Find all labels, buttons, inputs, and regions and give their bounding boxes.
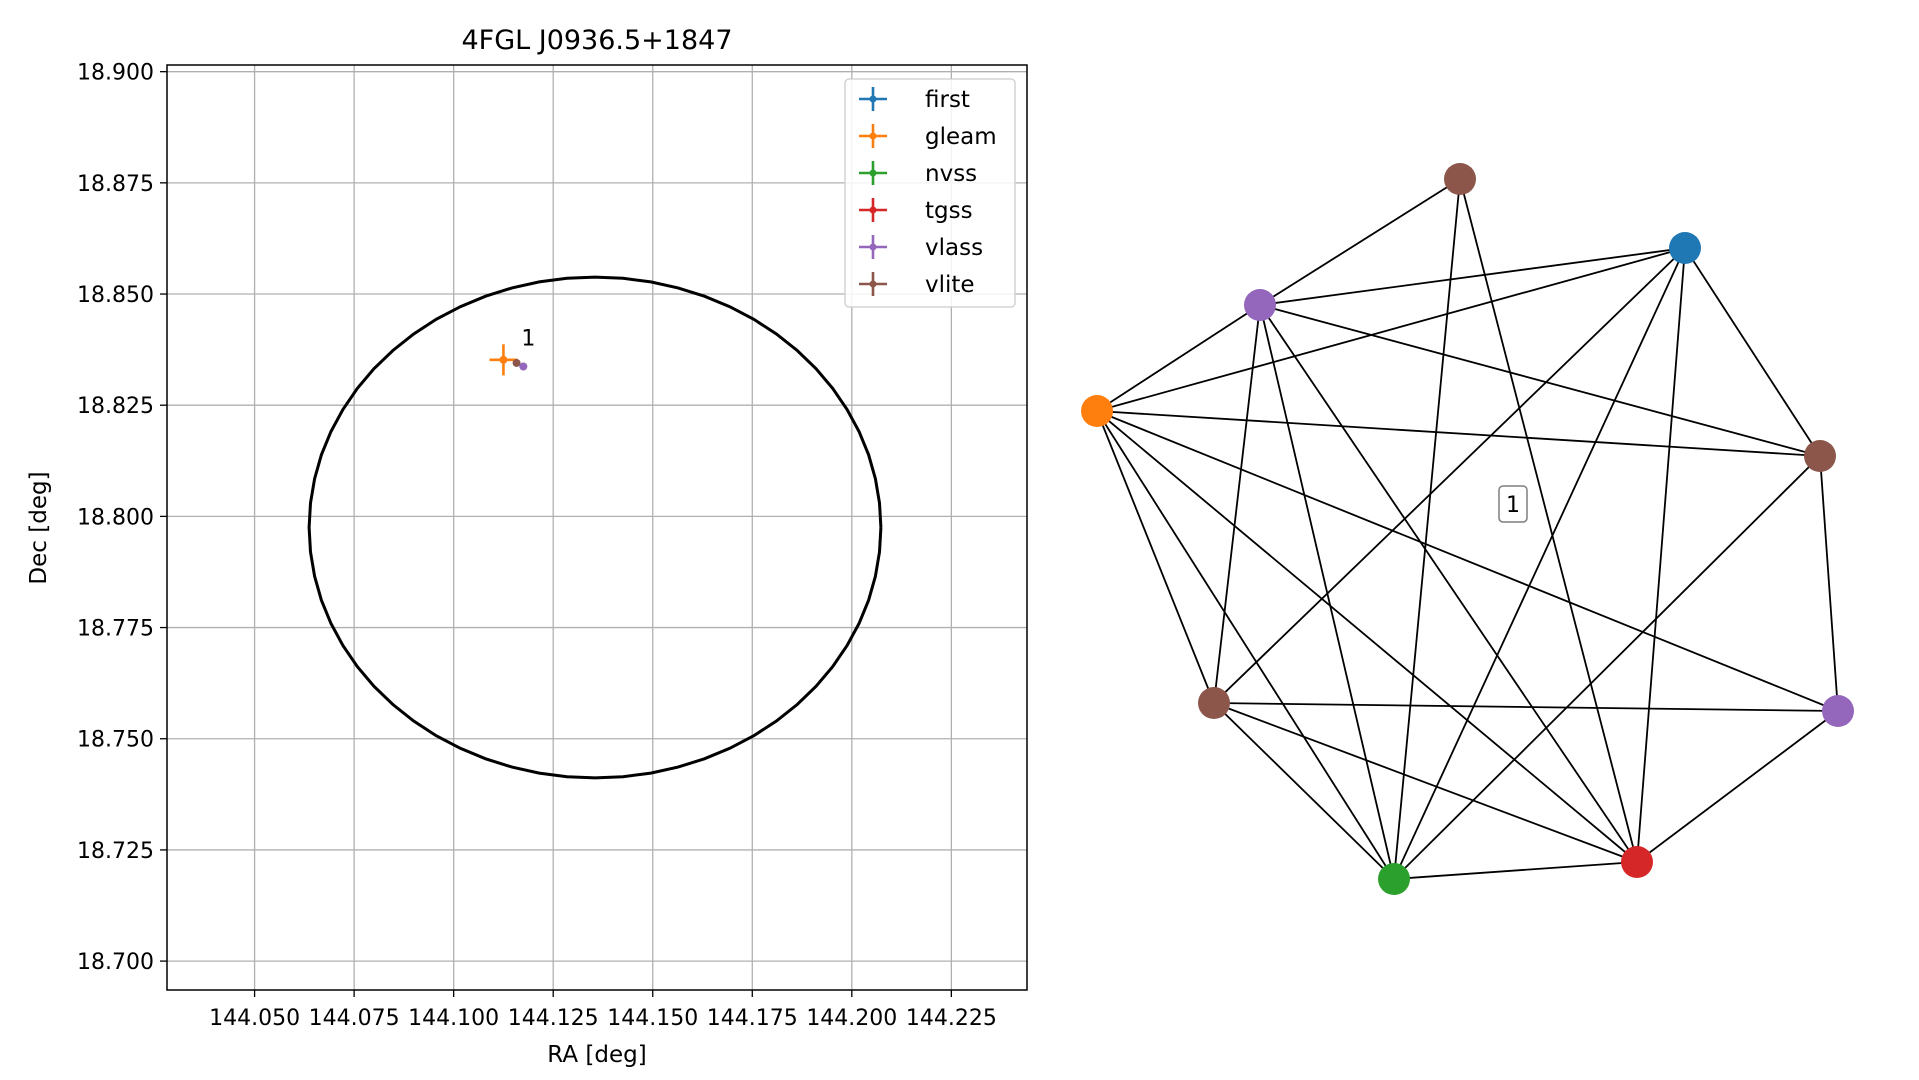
y-tick-label: 18.775 (77, 617, 154, 642)
y-tick-label: 18.900 (77, 61, 154, 86)
network-label-text: 1 (1506, 493, 1520, 518)
point-vlass (519, 362, 528, 371)
network-node (1444, 163, 1476, 195)
network-edge (1259, 304, 1638, 863)
network-edge (1684, 247, 1821, 457)
network-edge (1459, 178, 1638, 863)
uncertainty-ellipse (307, 275, 883, 780)
point-gleam (489, 344, 518, 376)
network-edge (1393, 455, 1821, 880)
network-edge (1636, 710, 1839, 863)
scatter-title: 4FGL J0936.5+1847 (461, 25, 732, 56)
y-tick-label: 18.700 (77, 950, 154, 975)
network-node (1822, 695, 1854, 727)
network-edge (1213, 304, 1261, 704)
x-tick-label: 144.225 (906, 1006, 997, 1031)
point-marker (519, 362, 528, 371)
x-tick-label: 144.050 (209, 1006, 300, 1031)
legend-entry-vlite: vlite (859, 272, 975, 298)
network-node (1378, 863, 1410, 895)
network-node (1669, 232, 1701, 264)
legend-label: vlite (925, 272, 975, 298)
legend-swatch-dot (869, 243, 877, 251)
scatter-panel: 4FGL J0936.5+1847 1 144.050 144.075 144.10… (26, 25, 1028, 1068)
y-tick-label: 18.800 (77, 505, 154, 530)
x-tick-label: 144.075 (309, 1006, 400, 1031)
network-edge (1393, 247, 1686, 880)
legend-label: gleam (925, 124, 997, 150)
y-axis-label: Dec [deg] (26, 471, 52, 584)
y-tick-label: 18.725 (77, 839, 154, 864)
network-edge (1259, 304, 1821, 457)
network-edge (1096, 410, 1638, 863)
x-tick-label: 144.150 (607, 1006, 698, 1031)
network-edge (1096, 304, 1261, 412)
legend-swatch-dot (869, 280, 877, 288)
network-edge (1259, 178, 1461, 306)
network-edge (1259, 304, 1395, 880)
network-edge (1259, 247, 1686, 306)
point-marker (499, 355, 508, 364)
network-edge (1213, 702, 1638, 863)
network-edge (1819, 455, 1839, 712)
plot-frame (166, 64, 1028, 991)
data-points (489, 344, 528, 376)
y-ticks: 18.700 18.725 18.750 18.775 18.800 18.825 18.8… (77, 61, 167, 975)
network-panel: 1 (1081, 163, 1854, 895)
x-tick-label: 144.175 (707, 1006, 798, 1031)
network-node (1621, 846, 1653, 878)
legend-entry-nvss: nvss (859, 161, 977, 187)
network-edge (1096, 410, 1839, 712)
network-edge (1096, 410, 1215, 704)
y-tick-label: 18.750 (77, 728, 154, 753)
legend-label: nvss (925, 161, 977, 187)
legend-label: tgss (925, 198, 973, 224)
network-nodes (1081, 163, 1854, 895)
network-edge (1096, 410, 1395, 880)
y-tick-label: 18.875 (77, 172, 154, 197)
y-tick-label: 18.825 (77, 394, 154, 419)
network-label: 1 (1498, 485, 1528, 523)
network-label-box (1498, 485, 1528, 523)
network-edge (1213, 702, 1395, 880)
legend-box (844, 78, 1016, 308)
network-edge (1213, 247, 1686, 704)
network-edge (1096, 410, 1821, 457)
network-node (1804, 440, 1836, 472)
legend-entry-vlass: vlass (859, 235, 983, 261)
x-tick-label: 144.200 (806, 1006, 897, 1031)
legend-swatch-dot (869, 206, 877, 214)
legend-entry-tgss: tgss (859, 198, 973, 224)
legend-swatch-dot (869, 132, 877, 140)
annotations: 1 (521, 327, 535, 352)
network-edge (1213, 702, 1839, 712)
x-axis-label: RA [deg] (547, 1042, 646, 1068)
network-node (1244, 289, 1276, 321)
legend-entry-gleam: gleam (859, 124, 997, 150)
network-edge (1393, 178, 1461, 880)
network-edge (1636, 247, 1686, 863)
legend-swatch-dot (869, 169, 877, 177)
y-tick-label: 18.850 (77, 283, 154, 308)
legend-label: first (925, 87, 970, 113)
x-ticks: 144.050 144.075 144.100 144.125 144.150 144.1… (209, 990, 997, 1031)
x-tick-label: 144.100 (408, 1006, 499, 1031)
legend-entry-first: first (859, 87, 970, 113)
network-node (1198, 687, 1230, 719)
network-edge (1393, 861, 1638, 880)
legend-label: vlass (925, 235, 983, 261)
legend: first gleam nvss tgss vlass vlite (844, 78, 1016, 308)
network-edge (1096, 247, 1686, 412)
point-vlite (512, 358, 521, 367)
x-tick-label: 144.125 (508, 1006, 599, 1031)
point-annotation: 1 (521, 327, 535, 352)
ellipse-path (307, 275, 883, 780)
point-marker (512, 358, 521, 367)
network-edges (1096, 178, 1839, 880)
network-node (1081, 395, 1113, 427)
legend-swatch-dot (869, 95, 877, 103)
